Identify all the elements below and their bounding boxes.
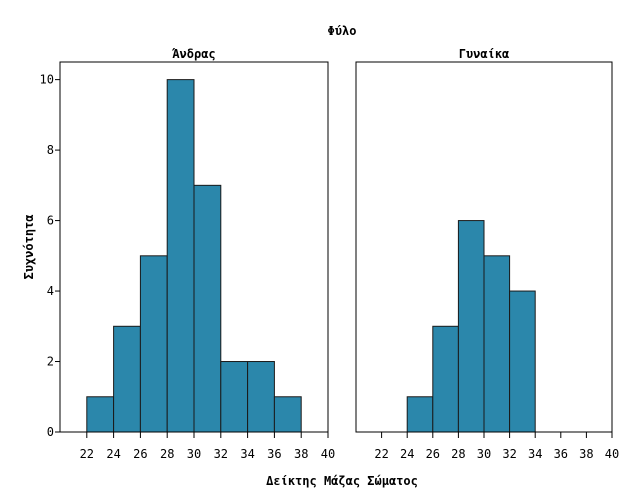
histogram-bar	[193, 184, 222, 433]
histogram-bar	[273, 396, 302, 433]
x-tick-label: 40	[321, 447, 335, 461]
histogram-bar	[457, 220, 485, 433]
histogram-bar	[483, 255, 511, 433]
x-tick-label: 22	[80, 447, 94, 461]
y-tick-label: 10	[40, 73, 54, 87]
x-tick-label: 36	[554, 447, 568, 461]
x-tick-label: 24	[400, 447, 414, 461]
y-axis-label: Συχνότητα	[22, 214, 36, 279]
x-tick-label: 32	[214, 447, 228, 461]
chart-title: Φύλο	[328, 24, 357, 38]
x-tick-label: 34	[240, 447, 254, 461]
x-tick-label: 38	[294, 447, 308, 461]
y-tick-label: 0	[47, 425, 54, 439]
histogram-bar	[432, 325, 459, 433]
x-axis-label: Δείκτης Μάζας Σώματος	[266, 474, 418, 488]
x-tick-label: 34	[528, 447, 542, 461]
x-tick-label: 30	[477, 447, 491, 461]
histogram-bar	[166, 79, 195, 433]
x-tick-label: 30	[187, 447, 201, 461]
y-tick-label: 8	[47, 143, 54, 157]
histogram-bar	[86, 396, 115, 433]
x-tick-label: 36	[267, 447, 281, 461]
x-tick-label: 22	[374, 447, 388, 461]
y-tick-label: 4	[47, 284, 54, 298]
panel-title: Άνδρας	[171, 47, 215, 61]
histogram-bar	[406, 396, 434, 433]
histogram-bar	[509, 290, 536, 433]
panel-1: Άνδρας 22 24 26 28 30 32 34 36 38 40	[59, 47, 335, 461]
x-tick-label: 40	[605, 447, 619, 461]
histogram-bar	[220, 361, 249, 433]
x-tick-label: 28	[451, 447, 465, 461]
x-tick-label: 38	[579, 447, 593, 461]
x-tick-label: 32	[502, 447, 516, 461]
histogram-bar	[113, 325, 141, 433]
histogram-bar	[247, 361, 275, 433]
panel-title: Γυναίκα	[459, 47, 510, 61]
x-tick-label: 26	[133, 447, 147, 461]
y-tick-label: 6	[47, 214, 54, 228]
histogram-bar	[139, 255, 168, 433]
y-tick-label: 2	[47, 355, 54, 369]
x-tick-label: 28	[160, 447, 174, 461]
panel-2: Γυναίκα 22 24 26 28 30 32 34 36 38 40	[355, 47, 619, 461]
x-tick-label: 24	[106, 447, 120, 461]
x-tick-label: 26	[426, 447, 440, 461]
